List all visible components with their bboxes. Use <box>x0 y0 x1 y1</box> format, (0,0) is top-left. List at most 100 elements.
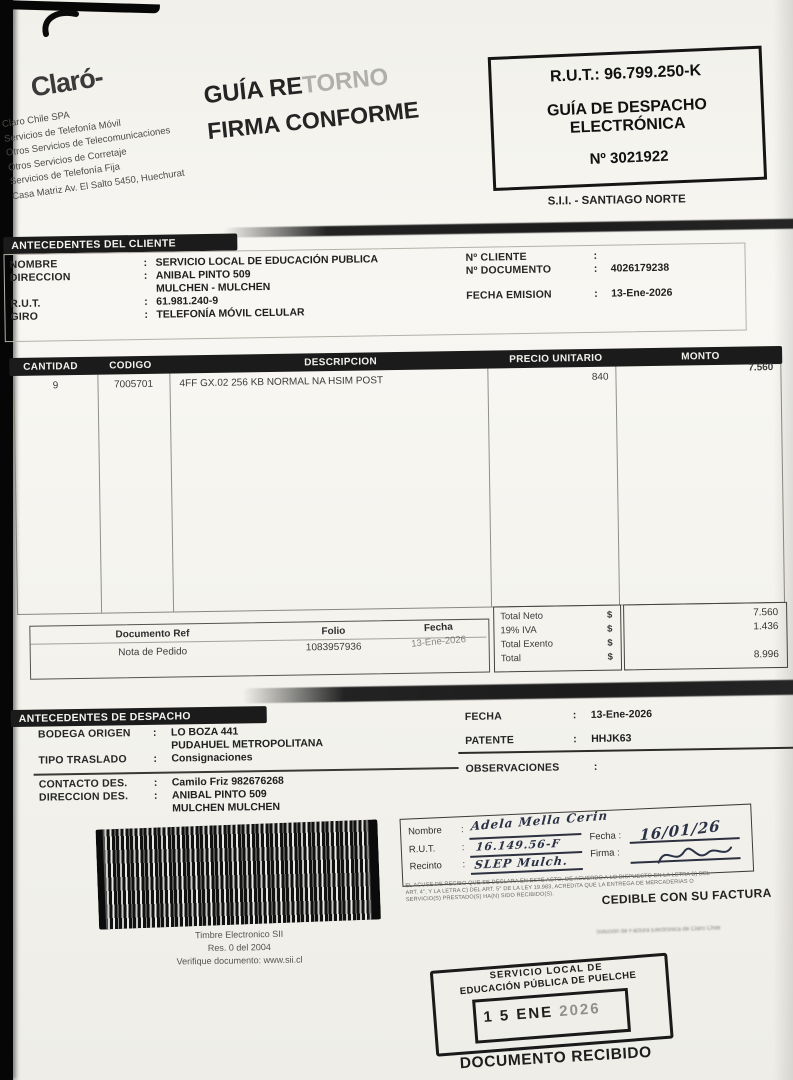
dispatch-field-label: CONTACTO DES. <box>38 777 128 791</box>
sii-office: S.I.I. - SANTIAGO NORTE <box>547 193 686 208</box>
item-monto: 7.560 <box>748 362 774 374</box>
signature-box: Nombre : R.U.T. : Recinto : Fecha : Firm… <box>399 803 755 887</box>
items-col-cantidad: CANTIDAD <box>23 360 78 373</box>
field-colon: : <box>573 733 577 746</box>
sig-label-nombre: Nombre <box>407 825 443 838</box>
dispatch-field-value: Camilo Friz 982676268 <box>171 774 284 789</box>
scan-smudge-middle <box>242 679 793 704</box>
items-col-descripcion: DESCRIPCION <box>304 356 378 369</box>
docref-table: Documento Ref Folio Fecha Nota de Pedido… <box>29 618 491 680</box>
return-stamp: GUÍA RETORNO FIRMA CONFORME <box>202 61 420 146</box>
currency-sign: $ <box>607 623 613 635</box>
client-field-label: NOMBRE <box>9 258 58 272</box>
dispatch-field-value: LO BOZA 441 <box>170 725 239 739</box>
field-colon: : <box>152 726 157 739</box>
total-label: 19% IVA <box>500 624 537 637</box>
dispatch-field-value: ANIBAL PINTO 509 <box>171 788 267 802</box>
client-fields-right: Nº CLIENTE: Nº DOCUMENTO:4026179238 FECH… <box>465 247 776 303</box>
item-precio-unitario: 840 <box>591 371 609 383</box>
total-value: 8.996 <box>753 649 779 661</box>
sii-pdf417-barcode <box>95 819 381 930</box>
client-field-value: MULCHEN - MULCHEN <box>155 280 271 295</box>
field-colon: : <box>461 842 465 854</box>
field-colon: : <box>593 249 598 262</box>
items-col-codigo: CODIGO <box>109 359 152 372</box>
item-cantidad: 9 <box>52 380 59 392</box>
docref-folio: 1083957936 <box>305 641 362 654</box>
return-stamp-line1-faded: TORNO <box>301 63 390 100</box>
field-colon: : <box>153 752 158 765</box>
items-col-monto: MONTO <box>681 350 720 363</box>
client-section-title: ANTECEDENTES DEL CLIENTE <box>11 237 176 253</box>
docref-col-folio: Folio <box>321 625 346 638</box>
scan-smudge-top <box>223 218 793 238</box>
item-descripcion: 4FF GX.02 256 KB NORMAL NA HSIM POST <box>179 375 384 390</box>
docref-documento: Nota de Pedido <box>118 646 188 659</box>
docref-fecha: 13-Ene-2026 <box>410 634 467 650</box>
dispatch-section-header: ANTECEDENTES DE DESPACHO <box>10 706 267 728</box>
field-colon: : <box>143 256 148 269</box>
item-codigo: 7005701 <box>113 378 154 391</box>
handwritten-rut: 16.149.56-F <box>475 836 562 854</box>
timbre-caption: Timbre Electronico SII Res. 0 del 2004 V… <box>124 927 355 970</box>
client-field-label: GIRO <box>10 310 39 324</box>
dispatch-field-label: DIRECCION DES. <box>38 790 129 804</box>
dispatch-fields-left2: CONTACTO DES.: Camilo Friz 982676268 DIRE… <box>39 772 460 818</box>
sig-label-rut: R.U.T. <box>408 843 436 856</box>
rut-box: R.U.T.: 96.799.250-K GUÍA DE DESPACHO EL… <box>487 45 768 191</box>
dispatch-observaciones: OBSERVACIONES : <box>465 757 598 777</box>
dispatch-field-value: HHJK63 <box>591 732 632 745</box>
timbre-line3: Verifique documento: www.sii.cl <box>176 954 303 967</box>
company-info: Claro Chile SPA Servicios de Telefonía M… <box>1 94 185 204</box>
field-colon: : <box>594 287 598 300</box>
handwritten-signature <box>657 846 733 864</box>
dispatch-field-value: 13-Ene-2026 <box>590 708 653 721</box>
client-field-value: 4026179238 <box>610 261 670 275</box>
field-colon: : <box>572 709 577 722</box>
totals-values-box: 7.560 1.436 8.996 <box>623 601 789 671</box>
scan-hook-mark <box>42 10 79 37</box>
field-colon: : <box>144 295 148 308</box>
items-table-body <box>13 363 786 615</box>
dispatch-divider-right <box>458 746 793 755</box>
client-field-label: Nº CLIENTE <box>465 250 527 264</box>
currency-sign: $ <box>607 637 613 649</box>
field-colon: : <box>144 308 149 321</box>
field-colon: : <box>593 262 598 275</box>
sig-label-firma: Firma : <box>589 847 620 860</box>
total-label: Total <box>500 653 522 665</box>
client-fields: NOMBRE: SERVICIO LOCAL DE EDUCACIÓN PUBLI… <box>10 252 451 324</box>
dispatch-field-label: BODEGA ORIGEN <box>37 727 131 741</box>
totals-labels-box: Total Neto $ 19% IVA $ Total Exento $ Total… <box>493 604 623 673</box>
reception-date-year: 2026 <box>558 999 602 1021</box>
client-field-value: ANIBAL PINTO 509 <box>155 268 251 282</box>
handwritten-nombre: Adela Mella Cerin <box>470 808 609 834</box>
claro-logo: Claró- <box>28 61 105 103</box>
scan-right-shade <box>773 0 793 1080</box>
dispatch-field-label: FECHA <box>464 710 503 723</box>
return-stamp-line1: GUÍA RE <box>202 72 304 110</box>
total-label: Total Neto <box>500 610 544 623</box>
dispatch-section-title: ANTECEDENTES DE DESPACHO <box>18 710 191 725</box>
reception-stamp: SERVICIO LOCAL DE EDUCACIÓN PÚBLICA DE P… <box>423 944 684 1080</box>
field-colon: : <box>153 776 158 789</box>
client-field-value: TELEFONÍA MÓVIL CELULAR <box>156 306 305 321</box>
rut-number: R.U.T.: 96.799.250-K <box>549 62 702 86</box>
dispatch-field-label: OBSERVACIONES <box>465 761 560 775</box>
client-field-label: DIRECCION <box>9 271 71 285</box>
dispatch-fields-left: BODEGA ORIGEN: LO BOZA 441 PUDAHUEL METRO… <box>38 722 459 768</box>
dispatch-field-value: PUDAHUEL METROPOLITANA <box>171 737 324 752</box>
client-field-label: Nº DOCUMENTO <box>465 263 552 277</box>
client-field-value: 61.981.240-9 <box>156 294 219 308</box>
currency-sign: $ <box>607 651 613 663</box>
client-field-label: FECHA EMISION <box>466 288 552 302</box>
total-label: Total Exento <box>500 638 554 651</box>
currency-sign: $ <box>606 609 613 621</box>
dispatch-field-label: PATENTE <box>465 734 515 747</box>
field-colon: : <box>593 760 598 773</box>
sig-label-fecha: Fecha : <box>589 830 622 843</box>
dispatch-field-value: Consignaciones <box>171 751 253 765</box>
dispatch-fields-right: FECHA:13-Ene-2026 PATENTE: HHJK63 <box>465 706 793 748</box>
client-field-value: 13-Ene-2026 <box>611 286 673 300</box>
